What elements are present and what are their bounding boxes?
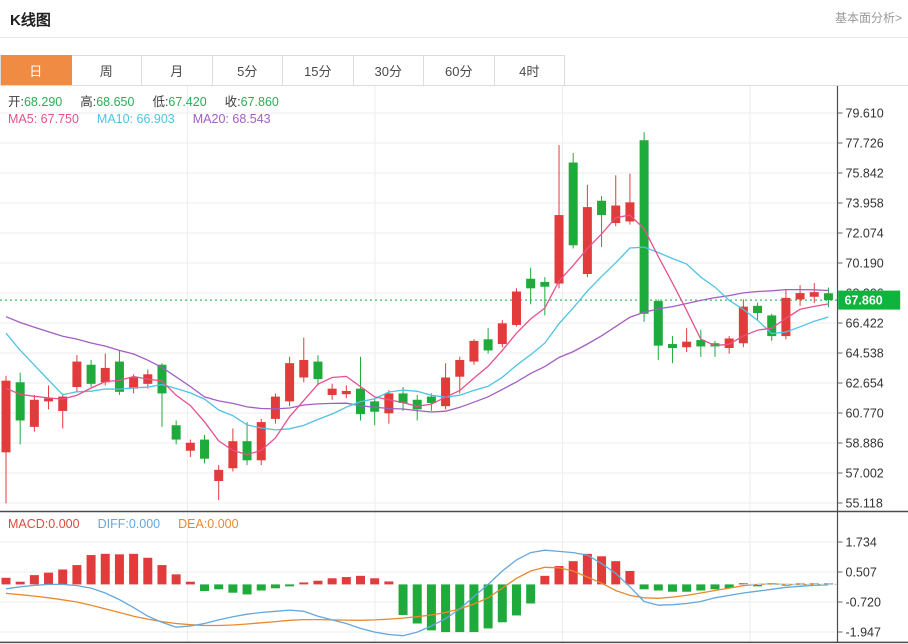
tab-period-1[interactable]: 周 bbox=[71, 55, 142, 85]
tab-period-6[interactable]: 60分 bbox=[424, 55, 495, 85]
tab-period-2[interactable]: 月 bbox=[142, 55, 213, 85]
period-tabs: 日周月 5分 15分 30分 60分 4时 bbox=[0, 55, 565, 85]
svg-text:79.610: 79.610 bbox=[846, 107, 884, 121]
kline-chart-canvas[interactable]: 79.61077.72675.84273.95872.07470.19068.3… bbox=[0, 86, 908, 644]
svg-text:70.190: 70.190 bbox=[846, 257, 884, 271]
svg-text:1.734: 1.734 bbox=[846, 536, 877, 550]
svg-text:58.886: 58.886 bbox=[846, 437, 884, 451]
page-title: K线图 bbox=[10, 12, 51, 29]
svg-text:57.002: 57.002 bbox=[846, 467, 884, 481]
tab-period-4[interactable]: 15分 bbox=[283, 55, 354, 85]
fundamental-analysis-link[interactable]: 基本面分析> bbox=[834, 11, 902, 25]
svg-text:55.118: 55.118 bbox=[846, 497, 883, 511]
svg-text:66.422: 66.422 bbox=[846, 317, 884, 331]
last-price-badge bbox=[838, 290, 901, 310]
svg-text:-0.720: -0.720 bbox=[846, 596, 881, 610]
svg-text:75.842: 75.842 bbox=[846, 167, 884, 181]
svg-text:0.507: 0.507 bbox=[846, 566, 877, 580]
tab-period-7[interactable]: 4时 bbox=[494, 55, 565, 85]
svg-text:-1.947: -1.947 bbox=[846, 626, 881, 640]
svg-text:64.538: 64.538 bbox=[846, 347, 884, 361]
svg-text:62.654: 62.654 bbox=[846, 377, 884, 391]
svg-text:73.958: 73.958 bbox=[846, 197, 884, 211]
svg-text:72.074: 72.074 bbox=[846, 227, 884, 241]
svg-text:67.860: 67.860 bbox=[845, 294, 883, 308]
svg-text:77.726: 77.726 bbox=[846, 137, 884, 151]
tab-period-3[interactable]: 5分 bbox=[212, 55, 283, 85]
tab-period-0[interactable]: 日 bbox=[1, 55, 72, 85]
tab-period-5[interactable]: 30分 bbox=[353, 55, 424, 85]
widget-header: K线图 基本面分析> bbox=[0, 0, 908, 38]
period-tabbar: 日周月 5分 15分 30分 60分 4时 bbox=[0, 55, 908, 86]
svg-text:60.770: 60.770 bbox=[846, 407, 884, 421]
